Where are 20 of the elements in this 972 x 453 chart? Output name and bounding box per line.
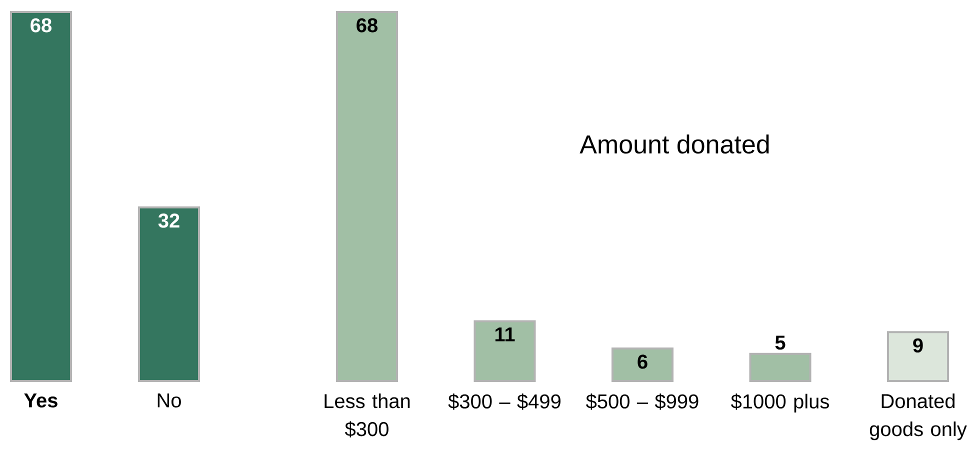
x-tick-label: No <box>158 394 181 408</box>
data-label: 5 <box>775 336 786 350</box>
bar <box>474 320 536 382</box>
x-tick-label: $1000 plus <box>730 394 829 412</box>
bar <box>336 11 398 382</box>
data-label: 68 <box>356 18 378 32</box>
x-tick-label: Less than $300 <box>324 394 410 438</box>
x-tick-label: Yes <box>24 394 58 408</box>
data-label: 32 <box>158 214 180 228</box>
bar <box>887 331 950 382</box>
x-tick-label: $300 – $499 <box>448 394 560 410</box>
bar <box>749 352 812 382</box>
bar <box>612 347 674 382</box>
x-tick-label: $500 – $999 <box>586 394 698 410</box>
data-label: 68 <box>30 18 52 32</box>
data-label: 11 <box>495 328 515 342</box>
x-tick-label: Donated goods only <box>870 394 967 440</box>
data-label: 6 <box>638 354 648 369</box>
data-label: 9 <box>913 338 923 353</box>
text: Amount donated <box>580 134 769 154</box>
